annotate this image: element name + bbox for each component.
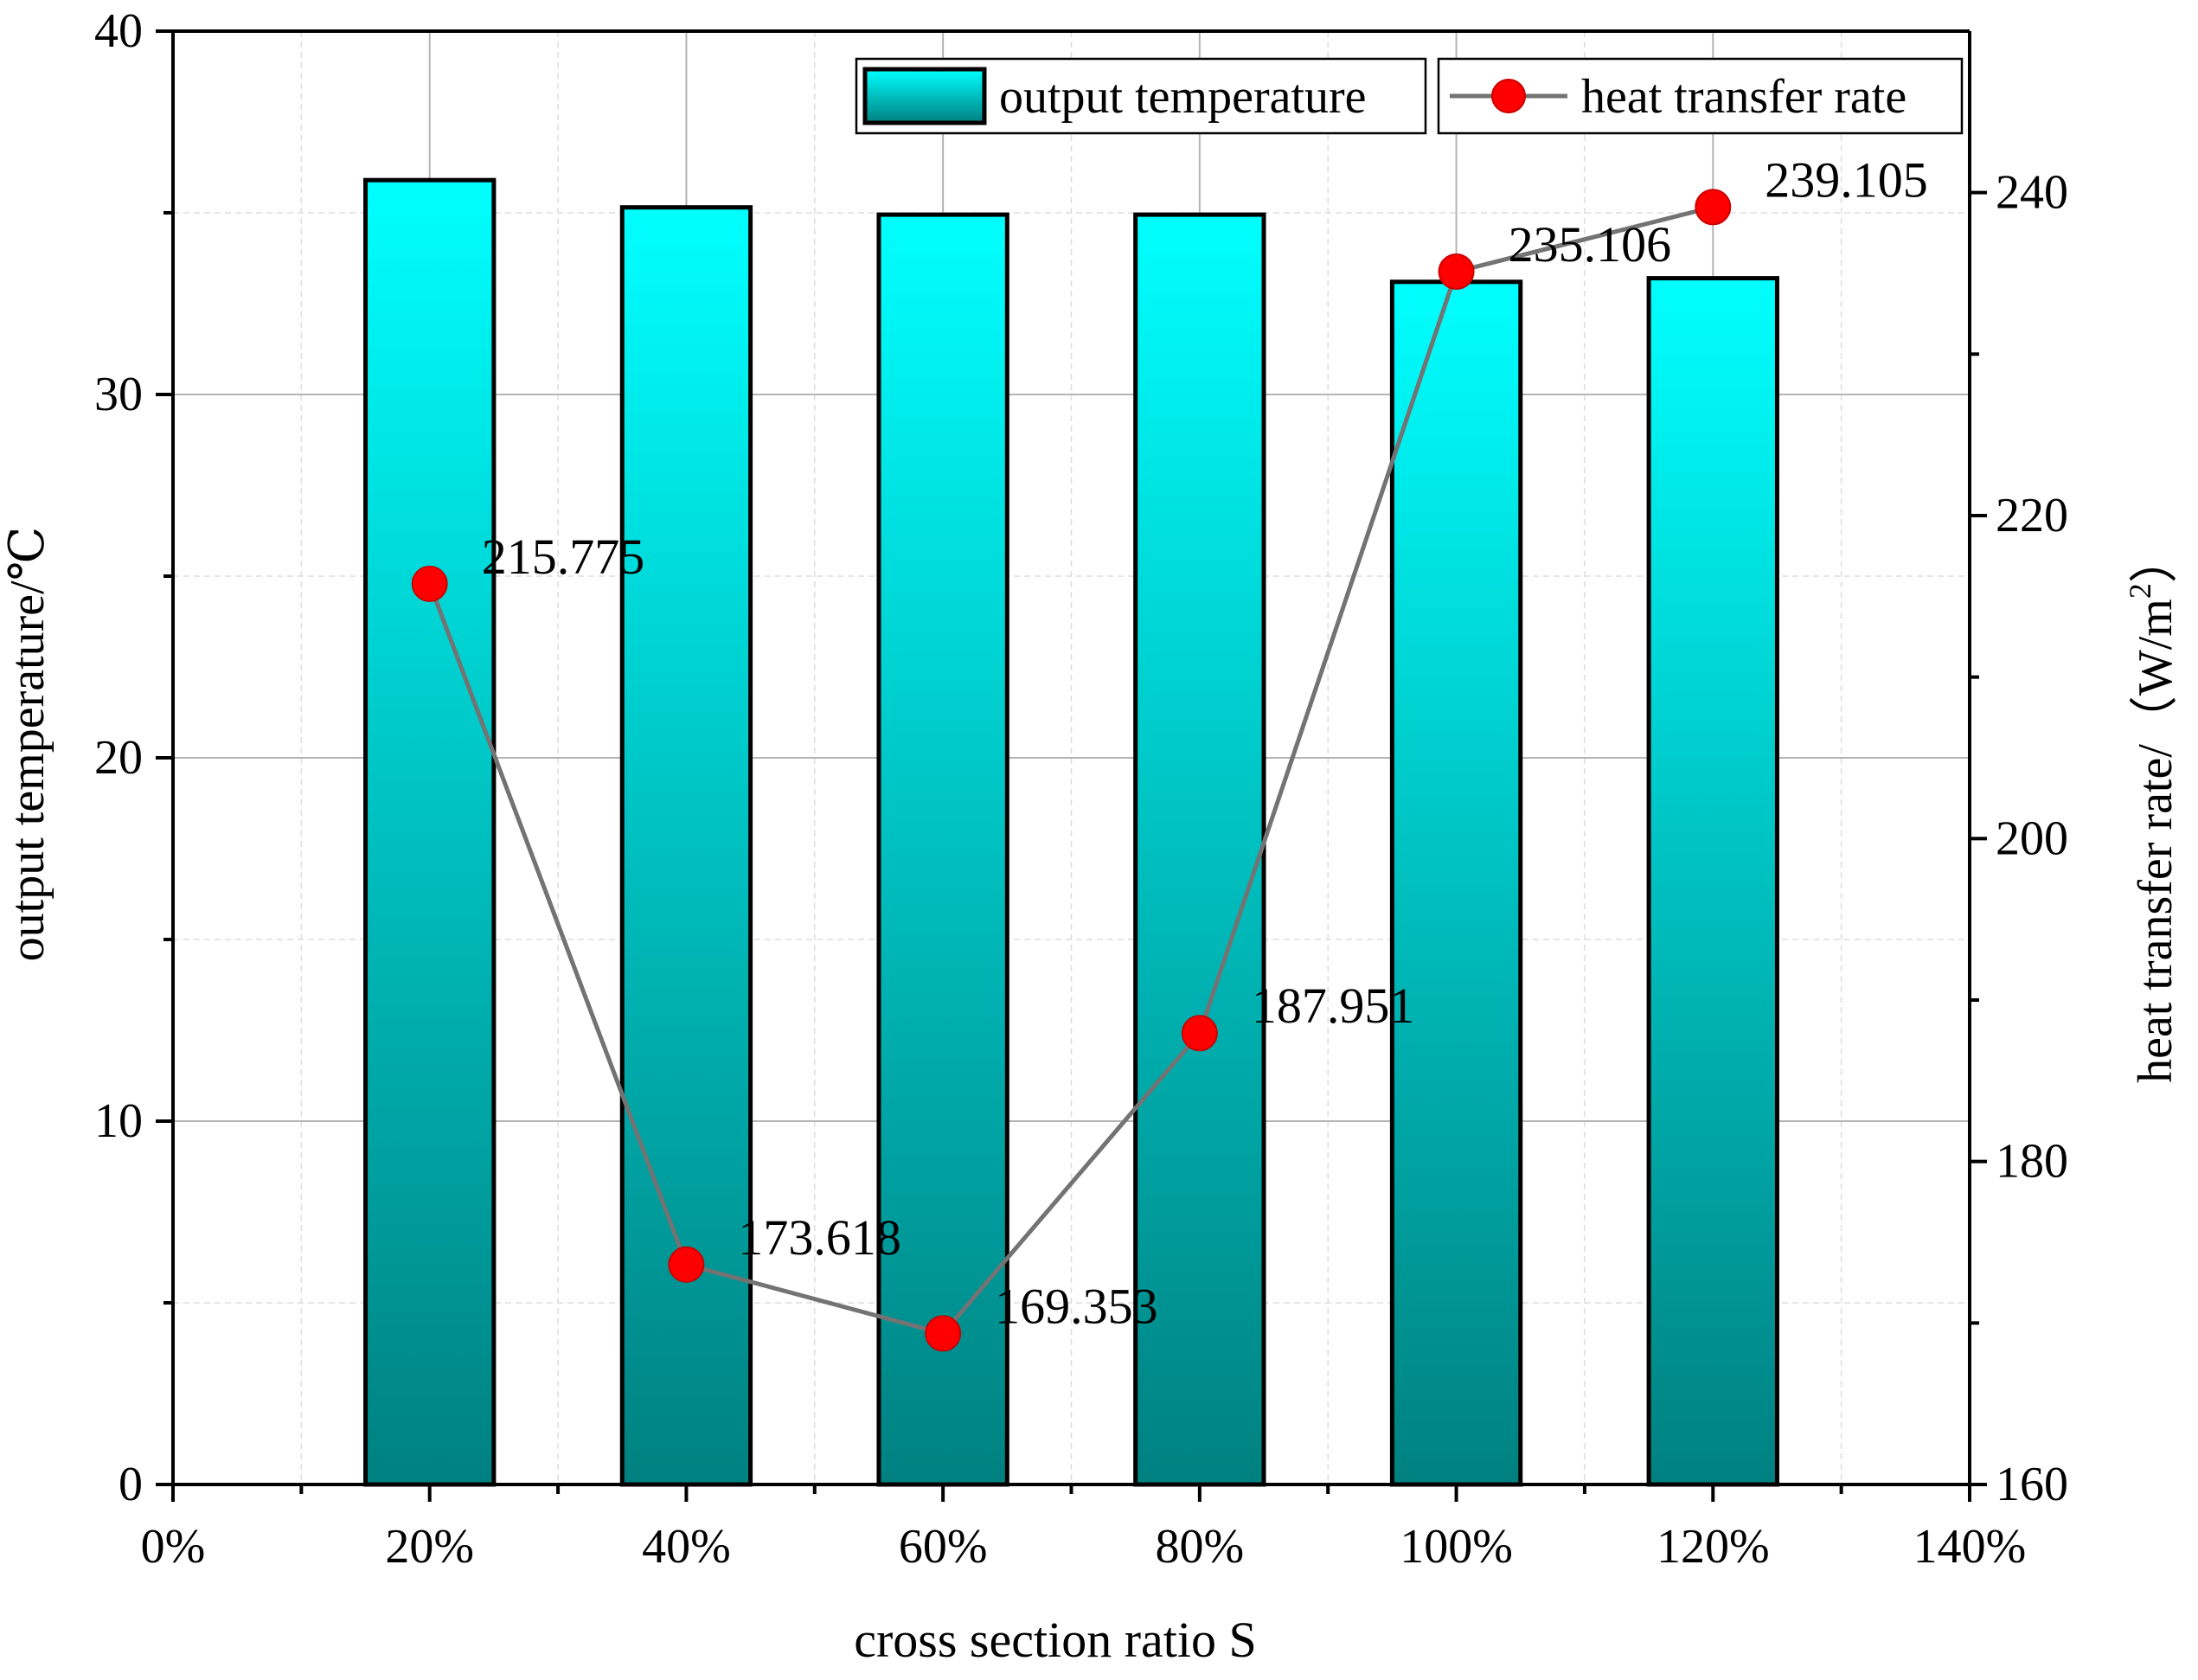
x-tick-label: 60% <box>899 1520 988 1574</box>
y-left-tick-label: 0 <box>119 1458 143 1511</box>
x-tick-label: 100% <box>1400 1520 1513 1574</box>
data-label: 215.775 <box>482 529 645 585</box>
y-left-tick-label: 10 <box>94 1094 143 1148</box>
x-axis-title: cross section ratio S <box>854 1612 1257 1668</box>
y-axis-right-title-close: ） <box>2129 535 2182 583</box>
line-point <box>1695 189 1732 226</box>
bar <box>1646 276 1779 1487</box>
bar <box>876 212 1009 1487</box>
y-left-tick-label: 40 <box>94 4 143 58</box>
y-axis-right-title: heat transfer rate/（W/m2） <box>2123 535 2182 1083</box>
x-tick-label: 40% <box>642 1520 731 1574</box>
data-label: 187.951 <box>1252 978 1415 1034</box>
line-point <box>925 1315 962 1352</box>
legend-line-marker <box>1491 79 1526 113</box>
bar <box>1389 279 1523 1487</box>
y-axis-right-title-superscript: 2 <box>2123 583 2157 599</box>
y-right-tick-label: 200 <box>1996 811 2068 865</box>
bar <box>619 205 753 1487</box>
y-right-tick-label: 180 <box>1996 1135 2068 1189</box>
bar <box>363 177 497 1487</box>
x-tick-label: 120% <box>1657 1520 1770 1574</box>
legend-line: heat transfer rate <box>1437 57 1964 135</box>
legend-bar-label: output temperature <box>999 70 1367 124</box>
heat-transfer-rate-line <box>427 204 1714 1336</box>
data-labels: 215.775 173.618 169.353 187.951 235.106 239.1… <box>482 151 1928 1334</box>
legend-line-label: heat transfer rate <box>1581 70 1906 124</box>
legend-bar-swatch <box>862 67 987 125</box>
line-point <box>1438 253 1475 291</box>
y-left-tick-label: 20 <box>94 731 143 785</box>
legend-bar: output temperature <box>855 57 1427 135</box>
y-left-tick-label: 30 <box>94 368 143 421</box>
data-label: 169.353 <box>995 1278 1158 1334</box>
x-tick-label: 20% <box>385 1520 474 1574</box>
y-axis-left-title: output temperature/℃ <box>1 527 54 962</box>
x-tick-label: 140% <box>1913 1520 2027 1574</box>
data-label: 173.618 <box>738 1209 901 1266</box>
x-tick-label: 80% <box>1156 1520 1245 1574</box>
line-series-heat-transfer-rate <box>411 189 1732 1352</box>
line-point <box>411 565 448 602</box>
line-point <box>1181 1015 1218 1052</box>
data-label: 239.105 <box>1765 151 1927 208</box>
data-label: 235.106 <box>1509 216 1672 273</box>
y-right-tick-label: 220 <box>1996 489 2068 542</box>
y-right-tick-label: 240 <box>1996 166 2068 220</box>
y-axis-right-title-main: heat transfer rate/（W/m <box>2129 599 2182 1083</box>
x-tick-label: 0% <box>141 1520 206 1574</box>
y-right-tick-label: 160 <box>1996 1458 2068 1511</box>
bar-series-output-temperature <box>363 177 1779 1487</box>
line-point <box>668 1246 705 1283</box>
axes: 0% 20% 40% 60% 80% 100% 120% 140% 0 10 20 30 40 160 18… <box>94 4 2068 1574</box>
